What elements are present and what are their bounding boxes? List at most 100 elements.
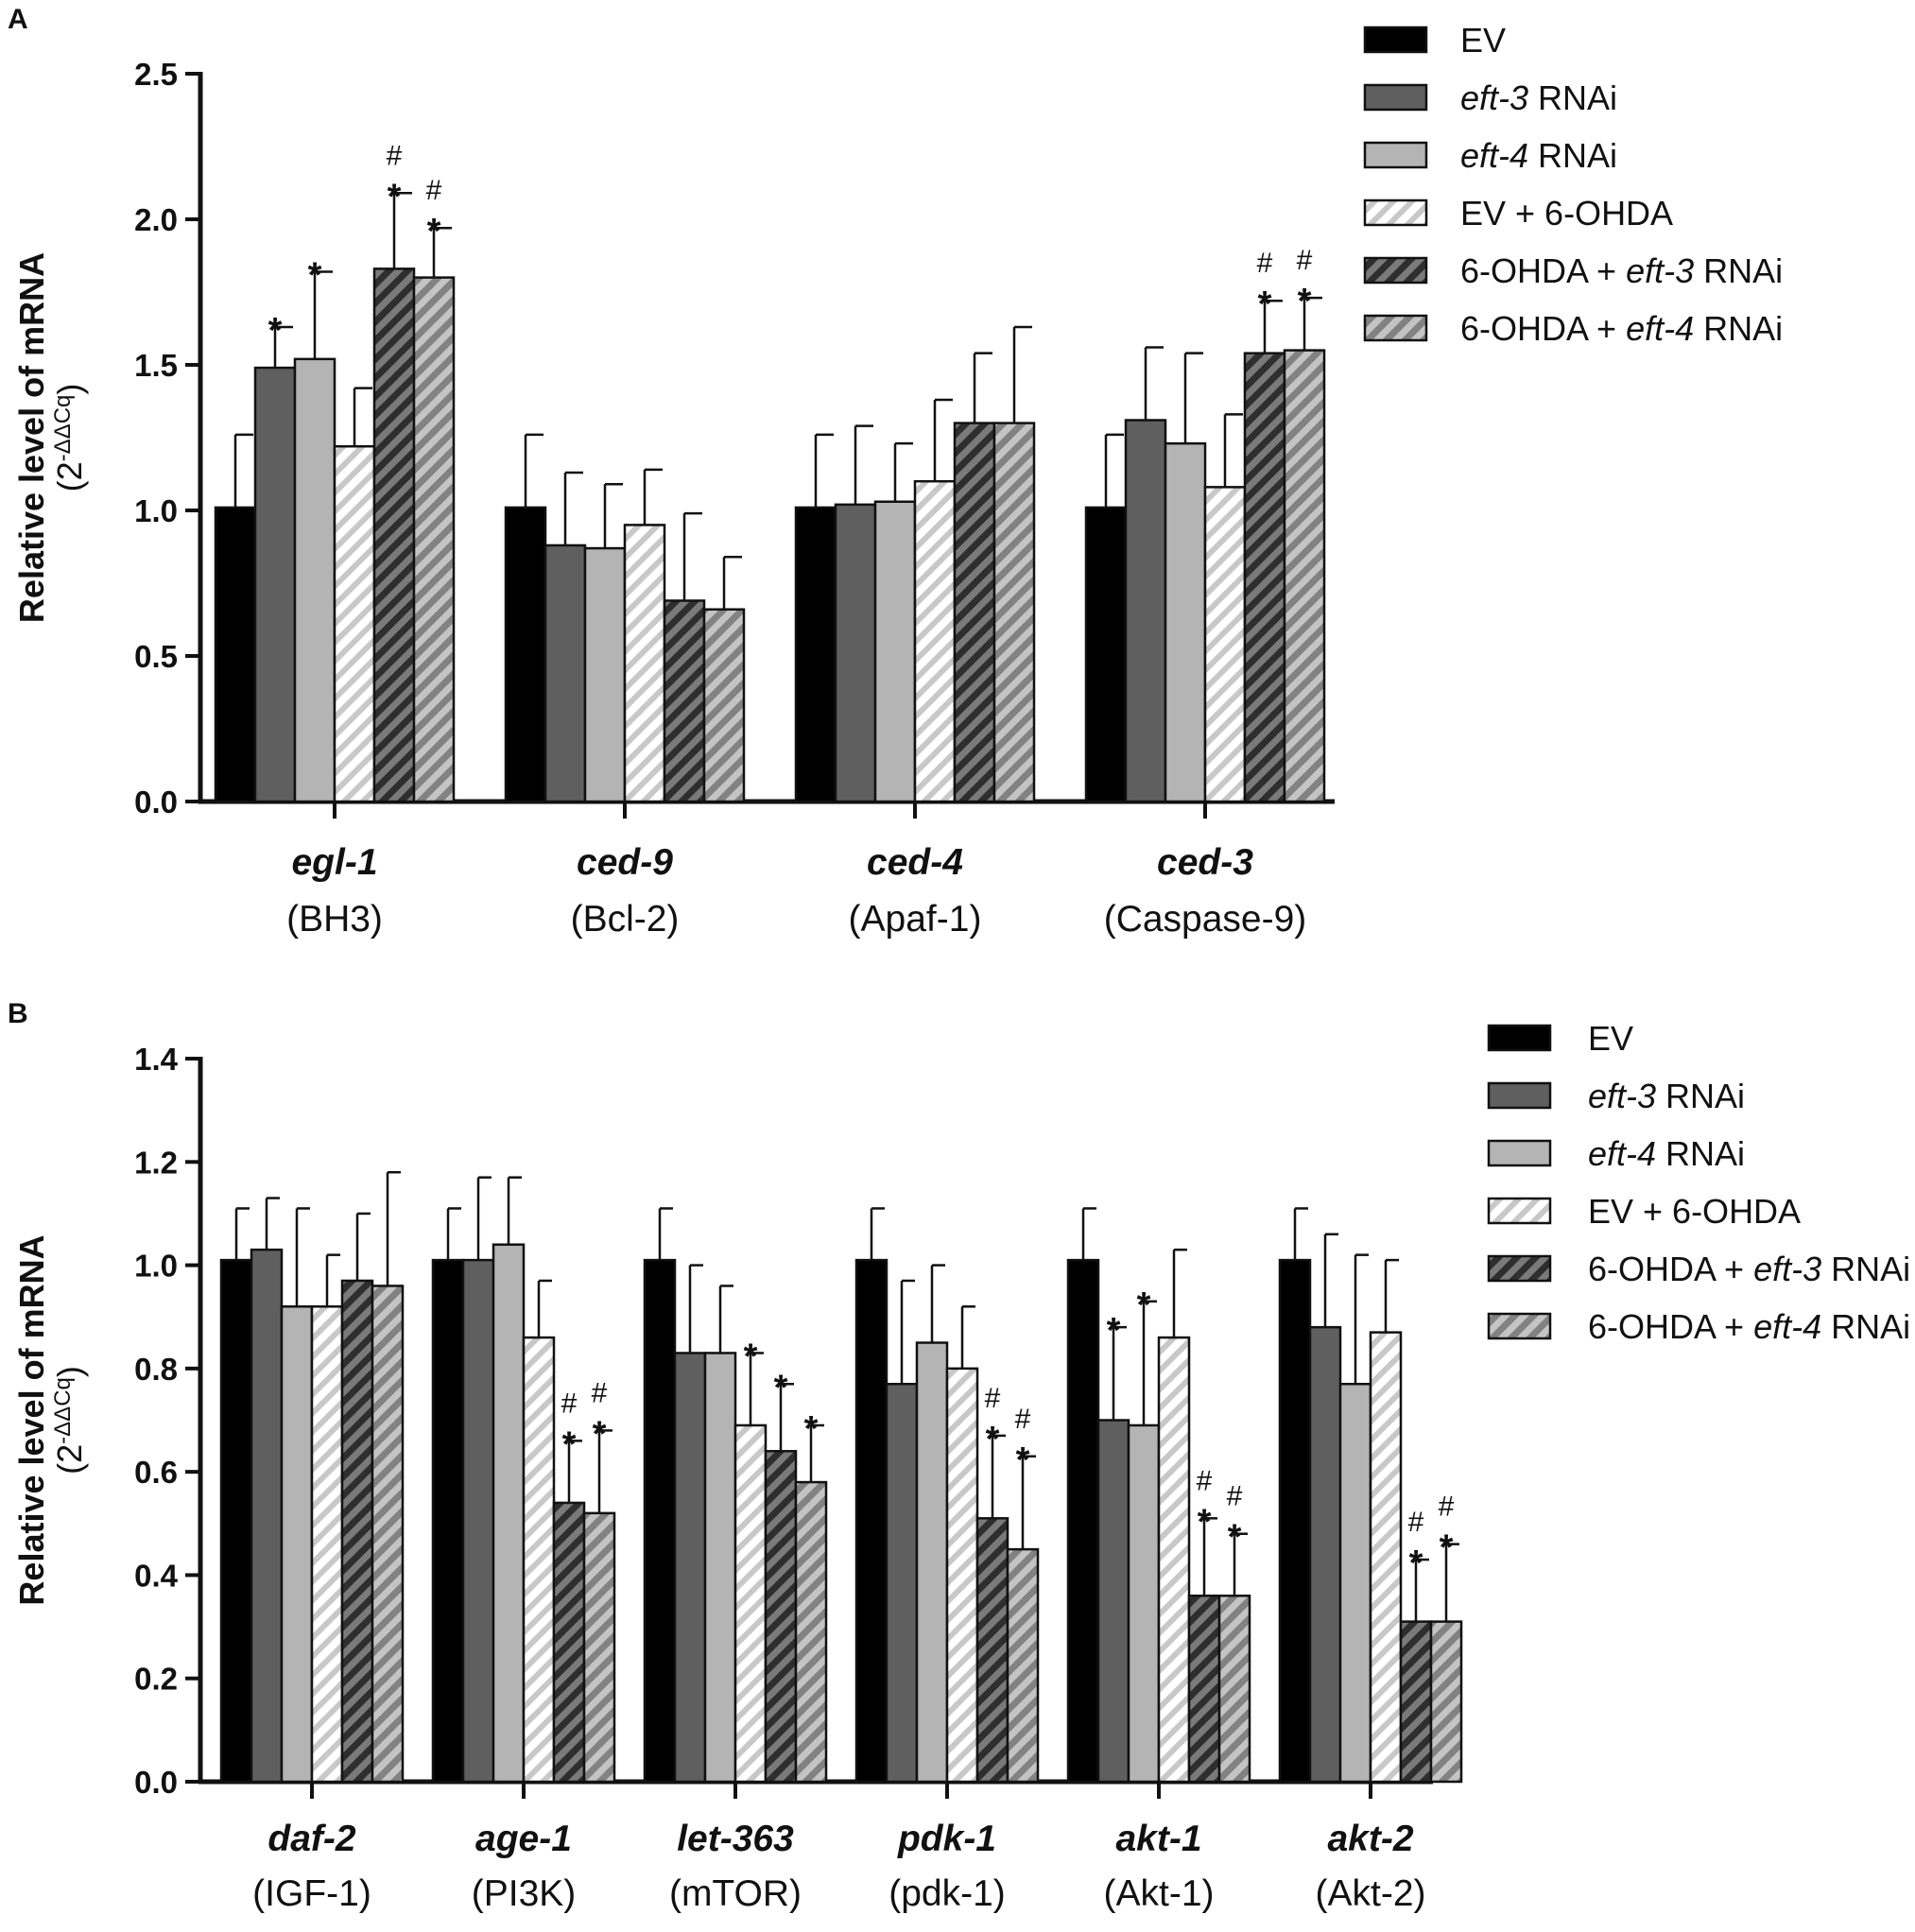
significance-hash: # xyxy=(985,1383,1001,1414)
bar-a-ced-4-eft-3-rnai xyxy=(834,503,877,803)
y-tick-label: 2.5 xyxy=(134,57,178,92)
bar-b-age-1-eft-4-rnai xyxy=(492,1243,526,1784)
category-gene-ced-4: ced-4 xyxy=(867,842,963,883)
bar-b-let-363-6-ohda-eft-3-rnai xyxy=(764,1450,798,1784)
significance-star: * xyxy=(308,255,322,295)
category-protein-akt-2: (Akt-2) xyxy=(1316,1873,1426,1914)
y-tick-label: 1.0 xyxy=(134,1249,178,1284)
bar-b-daf-2-ev-6-ohda xyxy=(310,1305,344,1784)
legend-swatch-1 xyxy=(1363,26,1428,54)
y-axis-title: Relative level of mRNA xyxy=(12,1234,51,1605)
legend-swatch-3 xyxy=(1363,141,1428,169)
bar-b-let-363-eft-4-rnai xyxy=(703,1352,737,1784)
legend-swatch-4 xyxy=(1363,198,1428,227)
significance-star: * xyxy=(562,1424,577,1464)
legend-swatch-6 xyxy=(1363,314,1428,342)
bar-a-ced-3-eft-3-rnai xyxy=(1124,419,1167,803)
significance-star: * xyxy=(1258,285,1272,324)
significance-hash: # xyxy=(1408,1507,1424,1538)
y-axis-unit: (2-ΔΔCq) xyxy=(50,384,89,492)
bar-b-akt-2-eft-3-rnai xyxy=(1308,1325,1342,1784)
bar-a-ced-4-eft-4-rnai xyxy=(873,500,917,803)
category-protein-ced-4: (Apaf-1) xyxy=(849,899,982,940)
legend-label-3: eft-4 RNAi xyxy=(1460,136,1617,175)
bar-b-daf-2-eft-4-rnai xyxy=(280,1305,314,1784)
significance-star: * xyxy=(388,177,402,216)
bar-b-pdk-1-eft-4-rnai xyxy=(915,1341,949,1784)
significance-hash: # xyxy=(1257,248,1273,279)
significance-hash: # xyxy=(561,1388,578,1419)
legend-label-1: EV xyxy=(1460,21,1506,60)
bar-b-age-1-6-ohda-eft-4-rnai xyxy=(582,1511,616,1784)
category-gene-let-363: let-363 xyxy=(677,1819,794,1859)
category-protein-age-1: (PI3K) xyxy=(472,1873,577,1914)
legend-swatch-6 xyxy=(1487,1312,1552,1340)
bar-b-pdk-1-6-ohda-eft-4-rnai xyxy=(1006,1547,1040,1784)
significance-star: * xyxy=(268,311,283,351)
bar-b-let-363-eft-3-rnai xyxy=(673,1352,707,1784)
bar-a-ced-9-eft-4-rnai xyxy=(583,546,627,803)
bar-a-ced-4-6-ohda-eft-3-rnai xyxy=(953,422,996,803)
significance-star: * xyxy=(1440,1528,1454,1568)
legend-swatch-4 xyxy=(1487,1197,1552,1225)
legend-label-1: EV xyxy=(1588,1019,1633,1058)
bar-b-akt-1-ev xyxy=(1066,1258,1100,1784)
legend-label-5: 6-OHDA + eft-3 RNAi xyxy=(1460,251,1783,290)
y-tick-label: 1.2 xyxy=(134,1145,178,1180)
bar-a-ced-4-ev xyxy=(794,506,837,803)
bar-b-age-1-eft-3-rnai xyxy=(461,1258,495,1784)
legend-label-3: eft-4 RNAi xyxy=(1588,1134,1745,1173)
bar-a-ced-9-ev-6-ohda xyxy=(623,524,666,803)
significance-star: * xyxy=(774,1368,788,1407)
bar-a-ced-9-ev xyxy=(504,506,547,803)
y-axis-unit: (2-ΔΔCq) xyxy=(50,1366,89,1475)
bar-a-ced-3-ev-6-ohda xyxy=(1203,486,1247,803)
bar-a-ced-9-6-ohda-eft-4-rnai xyxy=(702,608,746,803)
bar-b-age-1-ev-6-ohda xyxy=(522,1336,556,1784)
significance-star: * xyxy=(1198,1502,1212,1542)
bar-a-egl-1-eft-3-rnai xyxy=(253,366,297,803)
bar-a-egl-1-6-ohda-eft-3-rnai xyxy=(372,267,416,803)
bar-a-ced-3-ev xyxy=(1084,506,1128,803)
significance-star: * xyxy=(1137,1285,1151,1325)
significance-star: * xyxy=(593,1414,607,1454)
y-tick-label: 0.0 xyxy=(134,785,178,819)
bar-b-akt-1-eft-3-rnai xyxy=(1096,1419,1130,1784)
y-tick-label: 0.0 xyxy=(134,1765,178,1800)
bar-b-let-363-ev-6-ohda xyxy=(733,1423,768,1784)
category-protein-ced-9: (Bcl-2) xyxy=(571,899,680,940)
bar-a-egl-1-ev-6-ohda xyxy=(333,444,376,803)
legend-swatch-2 xyxy=(1487,1081,1552,1110)
significance-star: * xyxy=(1298,282,1312,321)
legend-label-4: EV + 6-OHDA xyxy=(1588,1192,1801,1231)
category-gene-ced-9: ced-9 xyxy=(577,842,673,883)
bar-a-ced-9-6-ohda-eft-3-rnai xyxy=(663,599,706,803)
bar-a-ced-4-6-ohda-eft-4-rnai xyxy=(992,422,1036,803)
y-tick-label: 2.0 xyxy=(134,202,178,237)
legend-swatch-3 xyxy=(1487,1139,1552,1167)
category-gene-egl-1: egl-1 xyxy=(291,842,377,883)
bar-b-daf-2-6-ohda-eft-3-rnai xyxy=(340,1279,374,1784)
legend-swatch-5 xyxy=(1487,1254,1552,1283)
bar-b-age-1-ev xyxy=(431,1258,465,1784)
bar-a-egl-1-ev xyxy=(214,506,257,803)
significance-star: * xyxy=(744,1337,758,1376)
bar-a-ced-3-6-ohda-eft-3-rnai xyxy=(1243,352,1286,803)
significance-hash: # xyxy=(592,1377,608,1408)
significance-hash: # xyxy=(1197,1465,1213,1496)
legend-label-6: 6-OHDA + eft-4 RNAi xyxy=(1460,309,1783,348)
category-protein-egl-1: (BH3) xyxy=(286,899,383,940)
category-gene-akt-1: akt-1 xyxy=(1115,1819,1201,1859)
bar-b-daf-2-ev xyxy=(219,1258,253,1784)
bar-b-akt-2-6-ohda-eft-3-rnai xyxy=(1399,1620,1433,1784)
category-protein-let-363: (mTOR) xyxy=(669,1873,802,1914)
significance-hash: # xyxy=(1439,1492,1455,1523)
bar-b-let-363-ev xyxy=(643,1258,677,1784)
y-tick-label: 1.5 xyxy=(134,348,178,383)
legend-label-2: eft-3 RNAi xyxy=(1588,1077,1745,1115)
significance-star: * xyxy=(986,1420,1000,1459)
significance-star: * xyxy=(804,1409,819,1449)
bar-b-pdk-1-eft-3-rnai xyxy=(885,1383,919,1784)
significance-hash: # xyxy=(1297,245,1313,276)
